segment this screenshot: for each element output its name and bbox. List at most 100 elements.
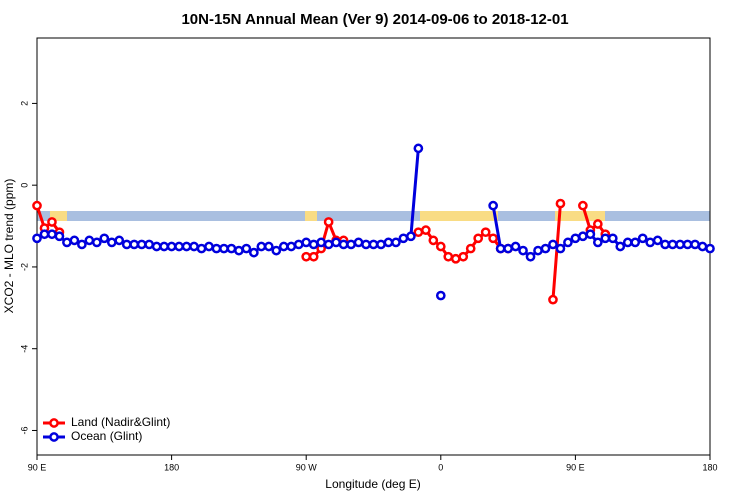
land-band: [305, 211, 317, 221]
data-point: [301, 237, 312, 248]
y-tick-label: 2: [19, 101, 29, 106]
land-band: [555, 211, 605, 221]
data-point: [166, 241, 177, 252]
data-point: [622, 237, 633, 248]
data-point: [361, 239, 371, 250]
data-point: [293, 239, 304, 250]
data-point: [667, 239, 678, 250]
data-point: [47, 217, 57, 227]
data-point: [630, 237, 641, 248]
data-point: [99, 233, 110, 244]
data-point: [533, 245, 543, 256]
x-tick-label: 0: [438, 462, 443, 472]
data-point: [114, 235, 125, 246]
y-tick-label: -6: [19, 426, 29, 434]
ocean-band: [37, 211, 710, 221]
chart-title: 10N-15N Annual Mean (Ver 9) 2014-09-06 t…: [181, 11, 568, 28]
data-point: [458, 251, 469, 262]
data-point: [196, 243, 207, 254]
data-point: [428, 235, 439, 246]
legend-label: Land (Nadir&Glint): [71, 415, 170, 429]
data-point: [62, 237, 72, 248]
data-point: [420, 225, 431, 235]
data-point: [181, 241, 192, 252]
data-point: [249, 247, 259, 258]
surface-band: [37, 211, 710, 221]
data-point: [241, 243, 252, 254]
data-point: [585, 229, 596, 240]
data-point: [47, 229, 57, 240]
data-point: [675, 239, 685, 250]
data-point: [32, 200, 42, 211]
data-point: [570, 233, 581, 244]
data-point: [443, 251, 454, 262]
data-point: [480, 227, 491, 238]
data-point: [331, 237, 341, 248]
data-point: [600, 233, 611, 244]
data-point: [234, 245, 244, 256]
data-point: [435, 241, 446, 252]
data-point: [77, 239, 87, 250]
data-point: [660, 239, 670, 250]
data-point: [645, 237, 656, 248]
data-point: [495, 243, 506, 254]
data-point: [578, 200, 588, 211]
data-point: [323, 217, 334, 227]
data-point: [308, 251, 319, 262]
data-point: [39, 229, 50, 240]
data-point: [263, 241, 274, 252]
data-point: [548, 239, 558, 250]
data-point: [211, 243, 222, 254]
land-band: [420, 211, 498, 221]
data-point: [578, 231, 588, 242]
data-point: [91, 237, 102, 248]
data-point: [488, 233, 498, 244]
legend-marker: [49, 432, 59, 442]
data-point: [540, 243, 551, 254]
data-point: [450, 253, 461, 264]
data-point: [136, 239, 147, 250]
data-point: [32, 233, 42, 244]
data-point: [465, 243, 476, 254]
data-point: [368, 239, 379, 250]
data-point: [204, 241, 214, 252]
data-point: [705, 243, 715, 254]
data-point: [398, 233, 409, 244]
data-point: [144, 239, 155, 250]
data-point: [607, 233, 618, 244]
land-band: [50, 211, 67, 221]
data-point: [697, 241, 708, 252]
data-point: [256, 241, 267, 252]
data-point: [555, 198, 566, 209]
data-point: [563, 237, 573, 248]
x-axis-label: Longitude (deg E): [325, 477, 420, 491]
y-axis-label: XCO2 - MLO trend (ppm): [2, 179, 16, 314]
data-point: [682, 239, 693, 250]
data-point: [159, 241, 169, 252]
x-tick-label: 180: [164, 462, 179, 472]
data-point: [518, 245, 528, 256]
y-tick-label: 0: [19, 183, 29, 188]
data-point: [69, 235, 80, 246]
x-tick-label: 180: [702, 462, 717, 472]
data-point: [592, 219, 603, 229]
data-point: [592, 237, 603, 248]
data-point: [338, 239, 349, 250]
x-tick-label: 90 W: [296, 462, 318, 472]
data-point: [226, 243, 237, 254]
data-point: [510, 241, 521, 252]
data-point: [174, 241, 184, 252]
data-point: [106, 237, 117, 248]
data-point: [637, 233, 648, 244]
data-point: [503, 243, 513, 254]
data-point: [316, 237, 327, 248]
y-tick-label: -4: [19, 345, 29, 353]
data-point: [323, 239, 334, 250]
data-point: [488, 200, 498, 211]
data-point: [615, 241, 626, 252]
data-point: [84, 235, 95, 246]
data-point: [525, 251, 536, 262]
legend-label: Ocean (Glint): [71, 429, 142, 443]
